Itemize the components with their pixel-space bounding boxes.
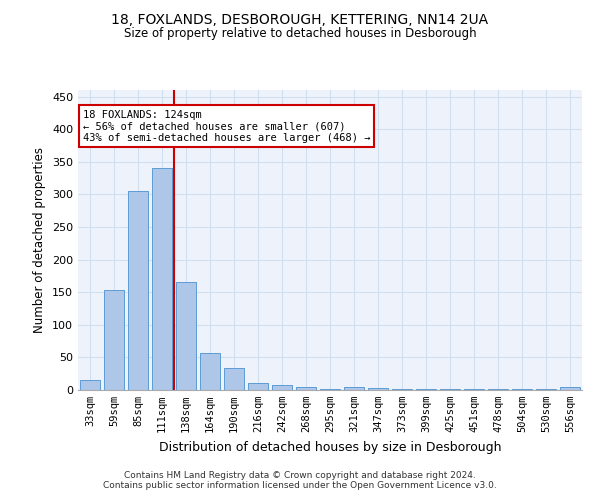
Bar <box>296 386 316 390</box>
Bar <box>200 353 220 390</box>
Bar <box>368 388 388 390</box>
Bar <box>248 384 268 390</box>
Bar <box>392 388 412 390</box>
Bar <box>128 191 148 390</box>
Y-axis label: Number of detached properties: Number of detached properties <box>34 147 46 333</box>
Bar <box>152 168 172 390</box>
Bar <box>224 368 244 390</box>
Bar <box>272 385 292 390</box>
Bar <box>176 282 196 390</box>
Text: Contains HM Land Registry data © Crown copyright and database right 2024.
Contai: Contains HM Land Registry data © Crown c… <box>103 470 497 490</box>
Bar <box>416 388 436 390</box>
Text: 18, FOXLANDS, DESBOROUGH, KETTERING, NN14 2UA: 18, FOXLANDS, DESBOROUGH, KETTERING, NN1… <box>112 12 488 26</box>
Bar <box>104 290 124 390</box>
Text: Size of property relative to detached houses in Desborough: Size of property relative to detached ho… <box>124 28 476 40</box>
Text: 18 FOXLANDS: 124sqm
← 56% of detached houses are smaller (607)
43% of semi-detac: 18 FOXLANDS: 124sqm ← 56% of detached ho… <box>83 110 370 143</box>
Bar <box>560 388 580 390</box>
Bar <box>320 388 340 390</box>
X-axis label: Distribution of detached houses by size in Desborough: Distribution of detached houses by size … <box>159 440 501 454</box>
Bar <box>344 386 364 390</box>
Bar <box>80 380 100 390</box>
